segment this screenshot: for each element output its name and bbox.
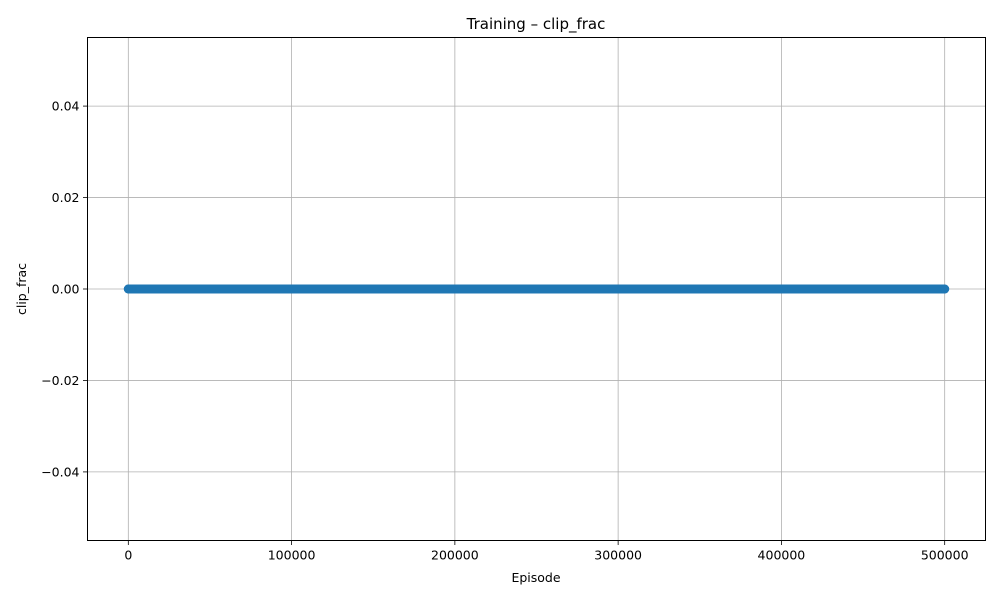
x-tick-label: 400000	[758, 548, 806, 563]
chart-title: Training – clip_frac	[466, 15, 606, 34]
series-layer	[123, 284, 950, 294]
y-tick-label: 0.04	[52, 99, 80, 114]
y-tick-label: 0.02	[52, 190, 80, 205]
x-tick-label: 0	[124, 548, 132, 563]
x-tick-label: 100000	[268, 548, 316, 563]
x-tick-label: 300000	[594, 548, 642, 563]
y-tick-label: 0.00	[52, 282, 80, 297]
y-tick-label: −0.04	[41, 464, 79, 479]
y-tick-label: −0.02	[41, 373, 79, 388]
series-end-marker	[940, 284, 950, 294]
x-axis-label: Episode	[511, 570, 560, 585]
series-start-marker	[123, 284, 133, 294]
x-tick-label: 500000	[921, 548, 969, 563]
x-tick-label: 200000	[431, 548, 479, 563]
tick-layer: 0 100000 200000 300000 400000 500000 −0.04 −0.0…	[41, 99, 968, 563]
y-axis-label: clip_frac	[14, 263, 29, 315]
